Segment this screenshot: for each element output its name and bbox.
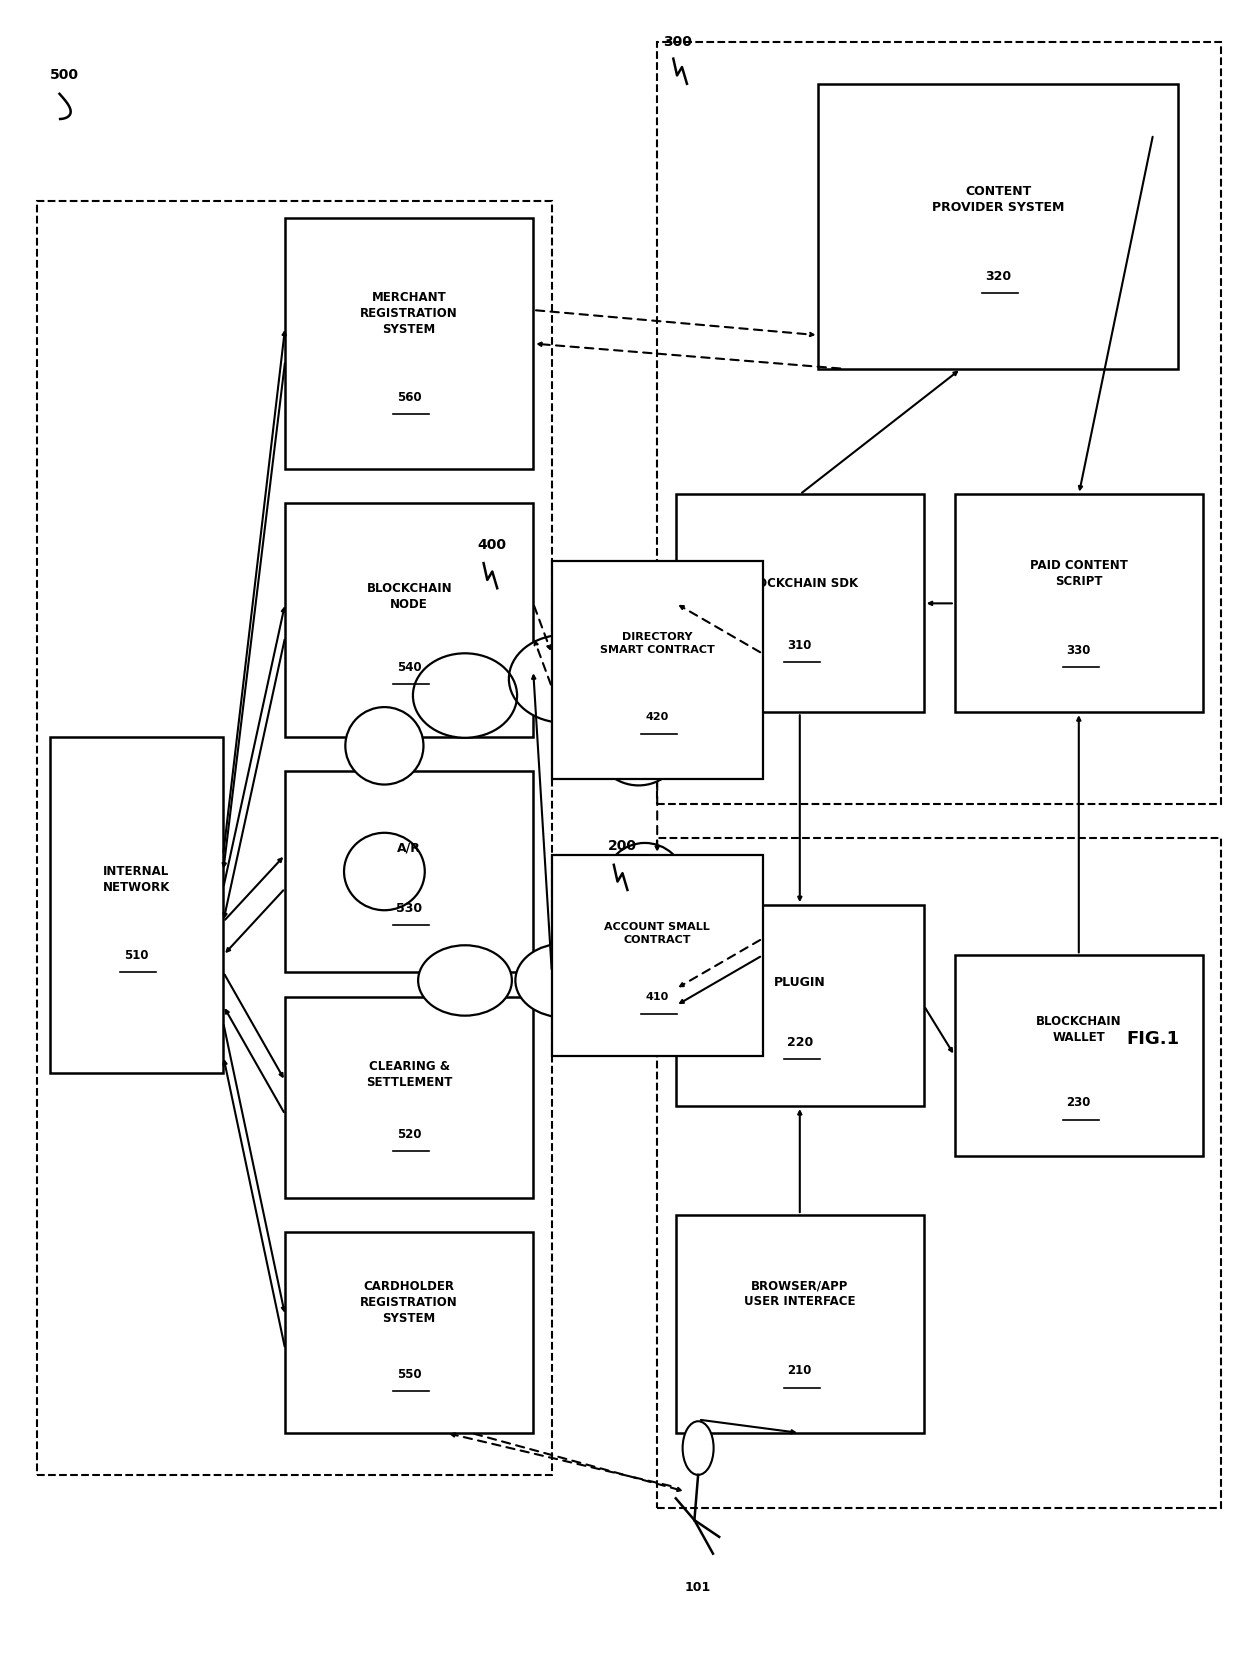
Text: 101: 101 <box>684 1580 712 1594</box>
Text: 220: 220 <box>786 1036 813 1049</box>
Text: 520: 520 <box>397 1128 422 1141</box>
Text: 330: 330 <box>1066 644 1091 657</box>
Text: PLUGIN: PLUGIN <box>774 975 826 989</box>
FancyBboxPatch shape <box>285 771 533 972</box>
Text: DIRECTORY
SMART CONTRACT: DIRECTORY SMART CONTRACT <box>600 632 714 655</box>
Ellipse shape <box>508 635 620 722</box>
FancyBboxPatch shape <box>676 1215 924 1433</box>
Text: 210: 210 <box>787 1364 812 1378</box>
FancyBboxPatch shape <box>955 955 1203 1156</box>
Text: 400: 400 <box>477 538 506 551</box>
Text: 420: 420 <box>646 712 668 722</box>
FancyBboxPatch shape <box>552 855 763 1056</box>
FancyBboxPatch shape <box>818 84 1178 369</box>
Text: 530: 530 <box>396 902 423 915</box>
Text: FIG.1: FIG.1 <box>1127 1031 1179 1048</box>
Ellipse shape <box>516 944 613 1017</box>
Text: 540: 540 <box>397 660 422 674</box>
Text: BLOCKCHAIN
NODE: BLOCKCHAIN NODE <box>366 582 453 612</box>
Text: BLOCKCHAIN
WALLET: BLOCKCHAIN WALLET <box>1035 1014 1122 1044</box>
FancyBboxPatch shape <box>285 503 533 737</box>
Text: CARDHOLDER
REGISTRATION
SYSTEM: CARDHOLDER REGISTRATION SYSTEM <box>361 1280 458 1324</box>
Text: CONTENT
PROVIDER SYSTEM: CONTENT PROVIDER SYSTEM <box>932 184 1064 215</box>
Ellipse shape <box>345 707 423 784</box>
Text: ACCOUNT SMALL
CONTRACT: ACCOUNT SMALL CONTRACT <box>604 922 711 945</box>
Ellipse shape <box>683 1421 714 1475</box>
Ellipse shape <box>605 843 684 917</box>
Text: 510: 510 <box>124 949 149 962</box>
Text: 320: 320 <box>985 270 1012 283</box>
Text: CLEARING &
SETTLEMENT: CLEARING & SETTLEMENT <box>366 1059 453 1089</box>
Text: MERCHANT
REGISTRATION
SYSTEM: MERCHANT REGISTRATION SYSTEM <box>361 292 458 335</box>
FancyBboxPatch shape <box>285 218 533 469</box>
Ellipse shape <box>413 654 517 737</box>
Text: 230: 230 <box>1066 1096 1091 1110</box>
FancyBboxPatch shape <box>676 905 924 1106</box>
Ellipse shape <box>418 945 512 1016</box>
Ellipse shape <box>596 706 681 786</box>
Text: 310: 310 <box>787 639 812 652</box>
FancyBboxPatch shape <box>955 494 1203 712</box>
Ellipse shape <box>343 833 425 910</box>
Text: BLOCKCHAIN SDK: BLOCKCHAIN SDK <box>742 577 858 590</box>
Text: A/R: A/R <box>397 841 422 855</box>
FancyBboxPatch shape <box>50 737 223 1073</box>
FancyBboxPatch shape <box>285 997 533 1198</box>
FancyBboxPatch shape <box>552 561 763 779</box>
Text: 560: 560 <box>397 391 422 404</box>
FancyBboxPatch shape <box>285 1232 533 1433</box>
Text: 550: 550 <box>397 1368 422 1381</box>
Text: BROWSER/APP
USER INTERFACE: BROWSER/APP USER INTERFACE <box>744 1279 856 1309</box>
Text: 300: 300 <box>663 35 692 49</box>
FancyBboxPatch shape <box>676 494 924 712</box>
Text: 410: 410 <box>646 992 668 1002</box>
Text: 500: 500 <box>50 69 78 82</box>
Text: INTERNAL
NETWORK: INTERNAL NETWORK <box>103 865 170 895</box>
Text: 200: 200 <box>608 840 636 853</box>
Text: PAID CONTENT
SCRIPT: PAID CONTENT SCRIPT <box>1030 558 1127 588</box>
